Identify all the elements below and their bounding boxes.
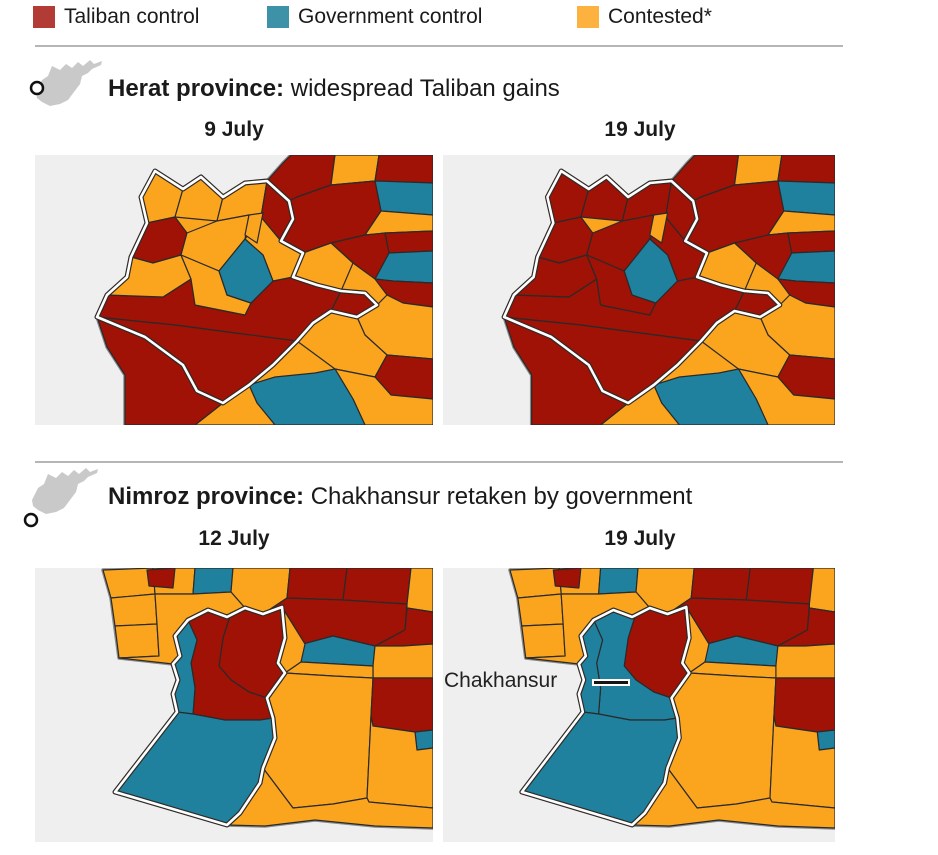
section-title-nimroz-bold: Nimroz province: (108, 483, 305, 510)
district-o3 (777, 155, 835, 184)
section-title-herat: Herat province: widespread Taliban gains (108, 74, 560, 104)
legend-item-government: Government control (267, 5, 482, 29)
legend-label-government: Government control (298, 5, 483, 28)
map-date-herat-after: 19 July (604, 118, 676, 141)
district-m5 (816, 729, 835, 751)
district-p12 (649, 212, 669, 244)
section-title-herat-rest: widespread Taliban gains (290, 75, 560, 102)
nimroz-map-before (35, 568, 433, 842)
district-m5 (414, 729, 433, 751)
district-r2 (745, 568, 814, 605)
district-o6b (787, 230, 835, 254)
district-m7 (226, 767, 433, 829)
control-map (443, 568, 835, 842)
district-m4 (370, 677, 433, 733)
legend-swatch-contested (577, 6, 599, 28)
map-date-nimroz-after: 19 July (604, 527, 676, 550)
legend-swatch-government (267, 6, 289, 28)
annotation-leader-line (592, 679, 630, 686)
legend-item-taliban: Taliban control (33, 5, 199, 29)
district-o4 (374, 180, 433, 216)
divider (35, 461, 843, 463)
divider (35, 45, 843, 47)
province-boundary (520, 605, 691, 827)
district-p7 (218, 238, 274, 304)
district-r1 (690, 568, 751, 601)
district-o2 (330, 155, 380, 186)
district-m3 (666, 672, 777, 809)
district-r4 (808, 568, 835, 613)
district-t2 (517, 593, 564, 627)
province-boundary (113, 605, 287, 827)
afghanistan-locator-nimroz (23, 468, 98, 528)
district-t6 (598, 568, 639, 595)
district-m4 (773, 677, 835, 733)
nimroz-map-after (443, 568, 835, 842)
province-marker-nimroz (23, 512, 39, 528)
district-r4 (406, 568, 433, 613)
district-o4 (777, 180, 835, 216)
province-boundary (95, 169, 379, 405)
district-o2 (733, 155, 783, 186)
control-map (35, 155, 433, 425)
district-m7 (631, 767, 835, 829)
district-r2 (342, 568, 412, 605)
district-t6 (192, 568, 234, 595)
district-t3 (521, 623, 566, 659)
province-marker-herat (29, 80, 45, 96)
district-o3 (374, 155, 433, 184)
legend-label-taliban: Taliban control (64, 5, 200, 28)
section-title-nimroz-rest: Chakhansur retaken by government (310, 483, 693, 510)
control-map (35, 568, 433, 842)
district-t5 (552, 568, 582, 589)
annotation-chakhansur: Chakhansur (444, 669, 558, 692)
district-r1 (286, 568, 348, 601)
district-r7 (372, 643, 433, 679)
district-t2 (110, 593, 158, 627)
province-boundary (502, 169, 782, 405)
district-p12 (244, 212, 264, 244)
district-m3 (262, 672, 374, 809)
afghanistan-silhouette (32, 468, 98, 514)
control-map (443, 155, 835, 425)
section-title-nimroz: Nimroz province: Chakhansur retaken by g… (108, 482, 692, 512)
district-r7 (775, 643, 835, 679)
legend-label-contested: Contested* (608, 5, 712, 28)
district-t3 (114, 623, 160, 659)
legend-item-contested: Contested* (577, 5, 712, 29)
legend-swatch-taliban (33, 6, 55, 28)
herat-map-after (443, 155, 835, 425)
afghanistan-silhouette (36, 60, 102, 106)
map-date-herat-before: 9 July (204, 118, 264, 141)
afghanistan-locator-herat (29, 60, 102, 106)
district-p7 (623, 238, 679, 304)
district-o6b (384, 230, 433, 254)
district-t5 (146, 568, 176, 589)
herat-map-before (35, 155, 433, 425)
section-title-herat-bold: Herat province: (108, 75, 285, 102)
map-date-nimroz-before: 12 July (198, 527, 270, 550)
